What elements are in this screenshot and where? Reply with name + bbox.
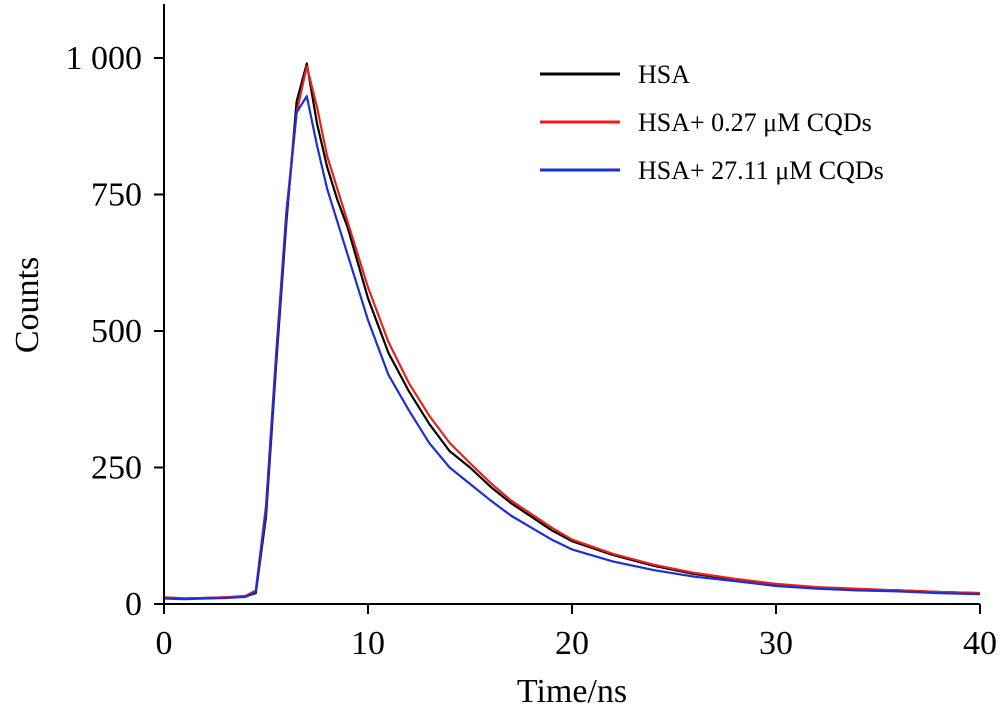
legend: HSA HSA+ 0.27 μM CQDs HSA+ 27.11 μM CQDs [540, 60, 884, 185]
x-tick-label: 20 [555, 625, 589, 662]
series-layer [163, 62, 981, 601]
y-axis-label: Counts [9, 257, 46, 353]
ticks-layer: 0 250 500 750 1 000 0 10 20 30 40 [66, 40, 998, 662]
axes-layer [163, 4, 980, 605]
x-tick-label: 40 [963, 625, 997, 662]
y-tick-label: 250 [91, 450, 142, 487]
x-tick-label: 10 [351, 625, 385, 662]
x-axis-label: Time/ns [517, 673, 627, 710]
y-tick-label: 1 000 [66, 40, 143, 77]
series-line-3 [163, 95, 981, 601]
legend-label-2: HSA+ 0.27 μM CQDs [638, 108, 872, 137]
series-line-1 [163, 62, 981, 600]
y-tick-label: 0 [125, 586, 142, 623]
x-tick-label: 0 [156, 625, 173, 662]
series-line-2 [163, 65, 981, 600]
x-tick-label: 30 [759, 625, 793, 662]
legend-label-3: HSA+ 27.11 μM CQDs [638, 156, 884, 185]
y-tick-label: 500 [91, 313, 142, 350]
y-tick-label: 750 [91, 177, 142, 214]
legend-label-1: HSA [638, 60, 690, 89]
